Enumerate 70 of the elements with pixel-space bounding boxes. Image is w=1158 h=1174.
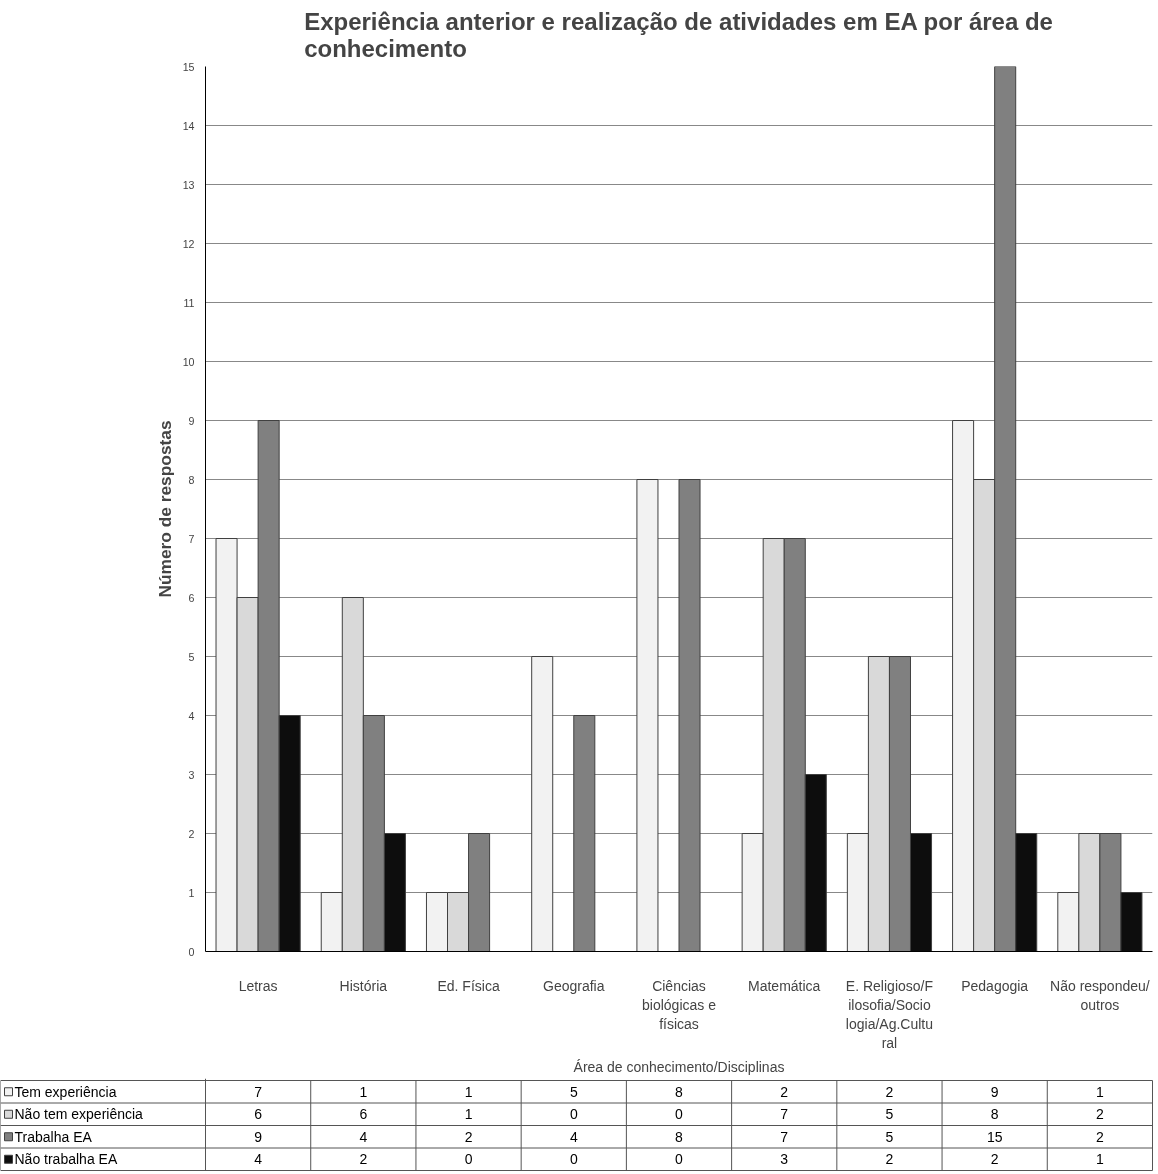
data-label: 2: [885, 1151, 894, 1168]
data-label: 8: [675, 1083, 684, 1100]
y-tick-label: 15: [182, 60, 195, 73]
y-tick-label: 9: [188, 414, 195, 427]
data-label: 7: [780, 1106, 789, 1123]
data-label: 2: [990, 1151, 999, 1168]
chart-title: Experiência anterior e realização de atividades em EA por área de conhecimento: [304, 7, 1053, 62]
legend-label: Tem experiência: [14, 1083, 117, 1100]
data-label: 9: [254, 1128, 263, 1145]
data-label: 15: [986, 1128, 1003, 1145]
y-tick-label: 8: [188, 473, 195, 486]
data-label: 4: [254, 1151, 263, 1168]
data-label: 6: [254, 1106, 263, 1123]
y-tick-label: 6: [188, 591, 195, 604]
data-label: 8: [675, 1128, 684, 1145]
data-label: 1: [359, 1083, 368, 1100]
data-label: 9: [990, 1083, 999, 1100]
data-label: 4: [359, 1128, 368, 1145]
y-tick-label: 11: [183, 296, 195, 309]
y-tick-label: 4: [188, 709, 195, 722]
legend-label: Não trabalha EA: [14, 1151, 118, 1168]
data-label: 5: [885, 1128, 894, 1145]
data-label: 2: [464, 1128, 473, 1145]
x-tick-label: Pedagogia: [961, 977, 1029, 994]
x-tick-label: Letras: [238, 977, 278, 994]
x-tick-label: Matemática: [748, 977, 821, 994]
y-tick-label: 3: [188, 768, 195, 781]
y-tick-label: 2: [188, 827, 195, 840]
data-label: 7: [780, 1128, 789, 1145]
y-tick-label: 13: [182, 178, 195, 191]
x-tick-label: E. Religioso/Filosofia/Sociologia/Ag.Cultural: [845, 977, 934, 1052]
y-tick-label: 10: [182, 355, 195, 368]
data-label: 2: [359, 1151, 368, 1168]
legend-label: Trabalha EA: [14, 1128, 93, 1145]
data-label: 0: [675, 1151, 684, 1168]
data-label: 1: [1096, 1151, 1104, 1168]
y-tick-label: 1: [188, 886, 195, 899]
data-label: 4: [569, 1128, 578, 1145]
data-label: 2: [1096, 1106, 1104, 1123]
x-tick-label: Geografia: [543, 977, 605, 994]
x-tick-label: Ciências biológicas e físicas: [642, 977, 717, 1032]
x-tick-label: História: [339, 977, 388, 994]
data-label: 0: [464, 1151, 473, 1168]
data-label: 3: [780, 1151, 789, 1168]
data-label: 1: [1096, 1083, 1104, 1100]
data-label: 5: [569, 1083, 578, 1100]
data-label: 2: [885, 1083, 894, 1100]
data-label: 2: [780, 1083, 789, 1100]
data-label: 0: [569, 1151, 578, 1168]
x-tick-label: Ed. Física: [437, 977, 500, 994]
data-label: 8: [990, 1106, 999, 1123]
data-label: 1: [464, 1083, 473, 1100]
legend-label: Não tem experiência: [14, 1106, 144, 1123]
bar: [531, 656, 554, 952]
y-axis-title: Número de respostas: [154, 420, 175, 598]
x-axis-title: Área de conhecimento/Disciplinas: [573, 1059, 785, 1076]
data-label: 2: [1096, 1128, 1104, 1145]
y-tick-label: 12: [182, 237, 195, 250]
data-label: 1: [464, 1106, 473, 1123]
y-tick-label: 14: [182, 119, 195, 132]
data-label: 0: [675, 1106, 684, 1123]
data-label: 0: [569, 1106, 578, 1123]
y-tick-label: 0: [188, 945, 195, 958]
data-label: 6: [359, 1106, 368, 1123]
x-tick-label: Não respondeu/outros: [1050, 977, 1150, 1013]
y-tick-label: 5: [188, 650, 195, 663]
data-label: 5: [885, 1106, 894, 1123]
bar: [636, 479, 659, 952]
y-tick-label: 7: [188, 532, 195, 545]
data-label: 7: [254, 1083, 263, 1100]
